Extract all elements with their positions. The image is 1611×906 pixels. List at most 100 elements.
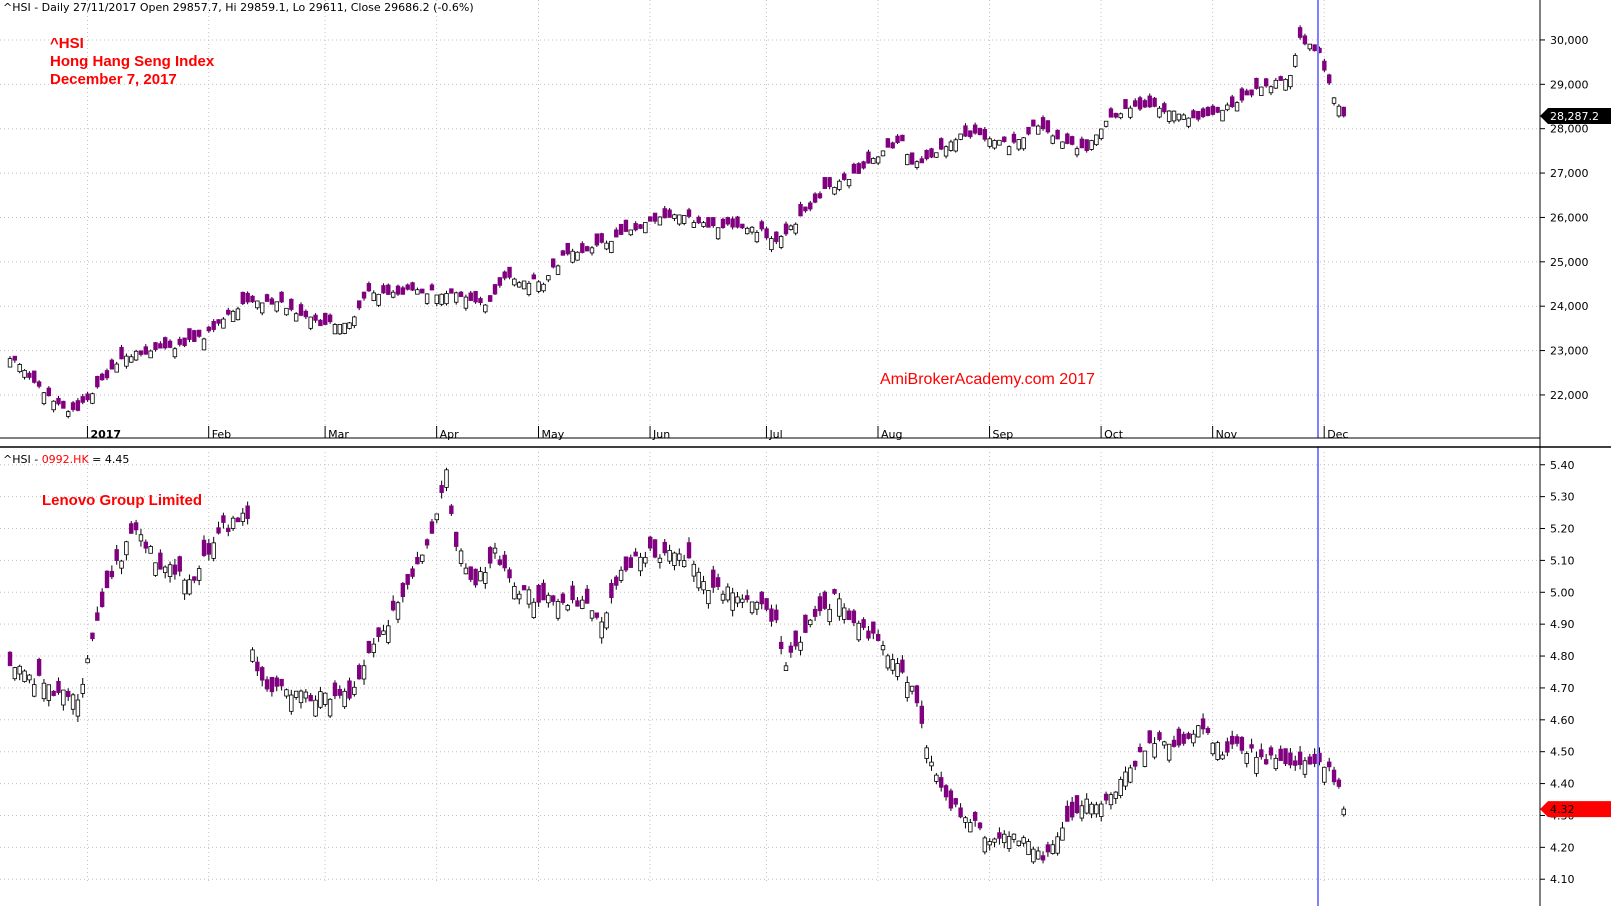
candle-down — [366, 640, 372, 653]
candle-up — [1293, 55, 1298, 67]
candle-down — [196, 329, 202, 337]
candle-down — [85, 393, 90, 401]
candle-up — [992, 838, 997, 843]
candle-down — [487, 295, 493, 302]
candle-down — [948, 790, 954, 809]
candle-down — [1341, 106, 1346, 117]
candle-down — [1123, 99, 1128, 109]
x-tick-label: 2017 — [90, 428, 121, 441]
candle-down — [158, 343, 163, 349]
candle-up — [657, 216, 663, 226]
candle-down — [1069, 801, 1075, 818]
candle-down — [793, 630, 798, 647]
candle-down — [798, 203, 803, 217]
candle-down — [395, 285, 401, 295]
candle-up — [1094, 804, 1099, 815]
candle-up — [541, 283, 546, 292]
candle-up — [153, 562, 158, 576]
candle-down — [177, 556, 182, 572]
candle-up — [1171, 110, 1177, 122]
candle-up — [298, 690, 304, 704]
candle-up — [1162, 741, 1167, 746]
candle-up — [90, 393, 95, 404]
candle-up — [992, 140, 997, 149]
candle-up — [1322, 766, 1327, 783]
candle-up — [667, 550, 672, 562]
candle-down — [623, 556, 629, 571]
candle-down — [424, 539, 430, 546]
candle-down — [376, 627, 381, 637]
candle-up — [1079, 805, 1085, 819]
candle-down — [1113, 112, 1118, 118]
candle-down — [415, 556, 420, 565]
candle-down — [468, 292, 473, 301]
candle-up — [182, 579, 187, 595]
candle-down — [216, 319, 221, 324]
y-tick-label: 4.40 — [1550, 778, 1575, 791]
candle-down — [356, 300, 362, 309]
candle-up — [1244, 753, 1249, 764]
candle-down — [856, 163, 861, 174]
candle-up — [531, 601, 536, 618]
candle-up — [1307, 43, 1312, 50]
candle-down — [900, 659, 905, 673]
candle-up — [517, 593, 522, 600]
candle-down — [696, 216, 701, 224]
candle-down — [133, 522, 139, 531]
candle-up — [250, 649, 255, 662]
candle-up — [1234, 102, 1240, 112]
candle-up — [638, 556, 643, 572]
candle-up — [1031, 848, 1036, 863]
candle-up — [1157, 107, 1162, 118]
y-tick-label: 5.30 — [1550, 491, 1575, 504]
candle-up — [41, 682, 47, 700]
candle-down — [1249, 89, 1254, 96]
candle-down — [875, 633, 881, 641]
candle-down — [356, 665, 362, 680]
candle-down — [832, 589, 837, 594]
candle-down — [1196, 110, 1201, 120]
candle-down — [667, 209, 672, 218]
candle-down — [997, 832, 1002, 839]
candle-down — [560, 593, 566, 603]
candle-down — [575, 600, 580, 607]
candle-down — [502, 554, 507, 569]
candle-up — [924, 747, 929, 759]
candle-down — [919, 158, 924, 164]
candle-down — [1002, 136, 1007, 142]
candle-down — [12, 355, 18, 361]
y-tick-label: 22,000 — [1550, 389, 1589, 402]
candle-up — [458, 550, 464, 564]
candle-down — [240, 291, 245, 305]
candle-up — [1273, 79, 1279, 89]
candle-up — [1128, 107, 1133, 118]
candle-down — [827, 177, 832, 188]
candle-down — [788, 645, 794, 653]
candle-down — [662, 208, 667, 219]
candle-up — [604, 612, 609, 629]
candle-down — [90, 632, 95, 640]
candle-up — [1142, 750, 1148, 767]
candle-up — [201, 338, 207, 351]
candle-down — [725, 217, 730, 225]
candle-up — [162, 566, 168, 574]
candle-up — [618, 569, 624, 581]
candle-up — [138, 534, 144, 542]
candle-down — [245, 505, 250, 520]
candle-up — [1016, 840, 1021, 846]
candle-down — [497, 277, 503, 286]
candle-up — [66, 411, 71, 417]
candle-down — [1312, 753, 1317, 764]
candle-up — [187, 579, 192, 595]
candle-up — [434, 294, 439, 304]
candle-down — [851, 163, 857, 174]
candle-up — [730, 592, 735, 611]
candle-down — [764, 598, 769, 610]
candle-up — [701, 222, 706, 227]
candle-down — [686, 542, 692, 559]
candle-down — [924, 149, 929, 160]
candle-up — [308, 316, 313, 329]
candle-down — [75, 400, 81, 411]
candle-down — [1215, 106, 1220, 113]
